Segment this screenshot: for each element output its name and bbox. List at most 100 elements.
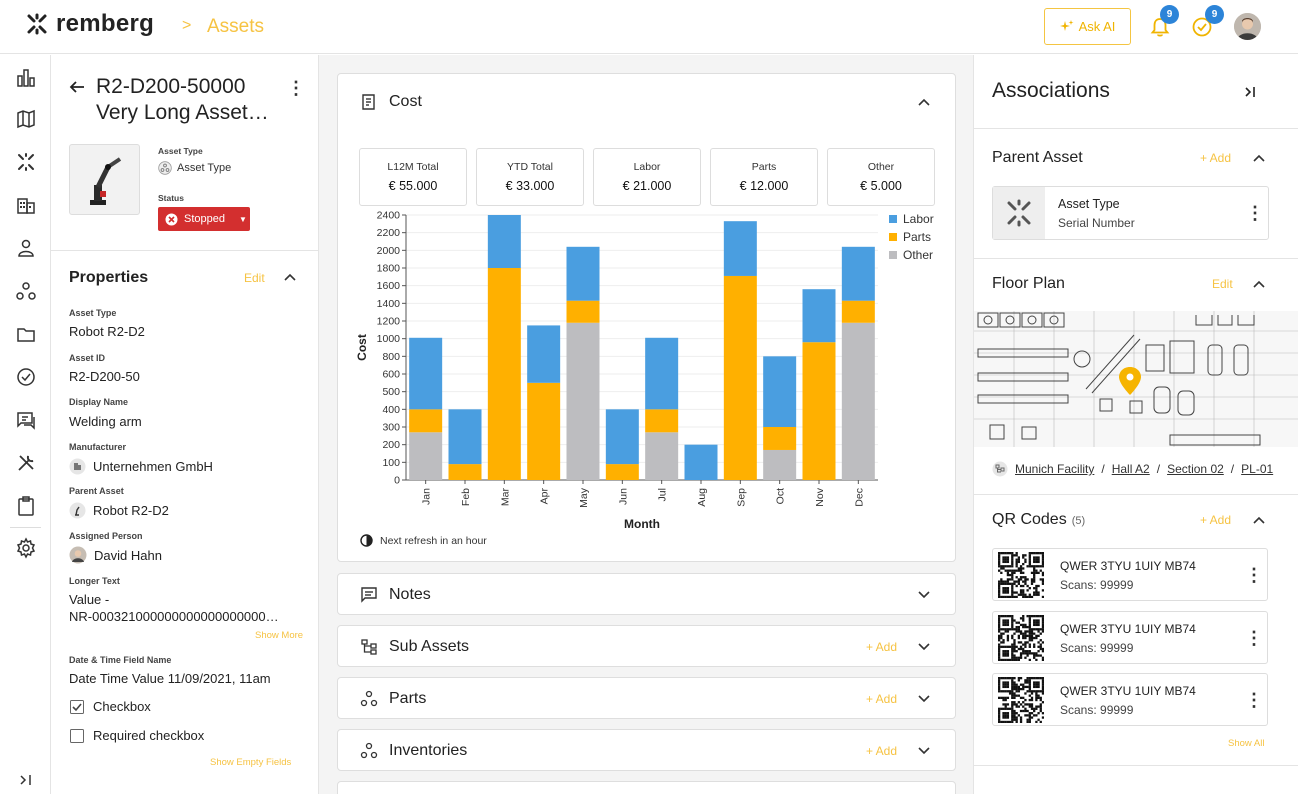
map-icon[interactable] bbox=[15, 108, 37, 130]
qr-scans: Scans: 99999 bbox=[1060, 703, 1134, 717]
collapse-chevron-up-icon[interactable] bbox=[917, 97, 931, 107]
back-arrow-icon[interactable] bbox=[68, 78, 86, 96]
user-avatar[interactable] bbox=[1234, 13, 1261, 40]
notes-section[interactable]: Notes bbox=[337, 573, 956, 615]
bar-parts bbox=[487, 268, 521, 480]
sub-assets-section[interactable]: Sub Assets + Add bbox=[337, 625, 956, 667]
y-tick-label: 300 bbox=[382, 422, 400, 434]
assets-icon[interactable] bbox=[15, 151, 37, 173]
assigned-person-link[interactable]: David Hahn bbox=[69, 546, 162, 564]
path-location-link[interactable]: PL-01 bbox=[1241, 462, 1274, 476]
tasks-check-icon[interactable] bbox=[1189, 14, 1215, 40]
organizations-building-icon[interactable] bbox=[15, 194, 37, 216]
remberg-logo-icon[interactable] bbox=[26, 13, 48, 35]
manufacturer-link[interactable]: Unternehmen GmbH bbox=[69, 458, 213, 475]
add-part-link[interactable]: + Add bbox=[866, 692, 898, 706]
expand-chevron-down-icon[interactable] bbox=[917, 642, 931, 652]
bar-labor bbox=[409, 337, 443, 410]
required-checkbox-row[interactable]: Required checkbox bbox=[70, 728, 204, 743]
sparkle-icon bbox=[1059, 19, 1074, 31]
collapse-chevron-up-icon[interactable] bbox=[1252, 153, 1266, 163]
collapse-chevron-up-icon[interactable] bbox=[283, 272, 297, 282]
parent-asset-more-icon[interactable]: ⋮ bbox=[1246, 203, 1264, 223]
x-tick-label: Nov bbox=[814, 487, 826, 506]
field-value: Robot R2-D2 bbox=[93, 503, 169, 518]
asset-more-menu-icon[interactable]: ⋮ bbox=[287, 78, 305, 98]
settings-gear-icon[interactable] bbox=[15, 537, 37, 559]
checkbox-label: Required checkbox bbox=[93, 728, 205, 743]
parts-section[interactable]: Parts + Add bbox=[337, 677, 956, 719]
qr-show-all-link[interactable]: Show All bbox=[1228, 738, 1265, 749]
tasks-icon[interactable] bbox=[15, 366, 37, 388]
show-more-link[interactable]: Show More bbox=[255, 630, 304, 641]
work-orders-clipboard-icon[interactable] bbox=[15, 495, 37, 517]
breadcrumb-assets[interactable]: Assets bbox=[207, 16, 265, 37]
collapse-chevron-up-icon[interactable] bbox=[1252, 515, 1266, 525]
qr-code-card[interactable]: QWER 3TYU 1UIY MB74 Scans: 99999 ⋮ bbox=[992, 611, 1268, 664]
next-section-card[interactable] bbox=[337, 781, 956, 794]
path-hall-link[interactable]: Hall A2 bbox=[1111, 462, 1150, 476]
tickets-chat-icon[interactable] bbox=[15, 409, 37, 431]
bar-parts bbox=[605, 464, 639, 480]
checkbox-row[interactable]: Checkbox bbox=[70, 699, 151, 714]
parts-icon[interactable] bbox=[15, 280, 37, 302]
parent-asset-link[interactable]: Robot R2-D2 bbox=[69, 502, 169, 519]
field-value: R2-D200-50 bbox=[69, 369, 140, 384]
robot-icon bbox=[69, 502, 86, 519]
qr-codes-add-link[interactable]: + Add bbox=[1200, 513, 1232, 527]
field-value: Unternehmen GmbH bbox=[93, 459, 213, 474]
add-inventory-link[interactable]: + Add bbox=[866, 744, 898, 758]
properties-edit-link[interactable]: Edit bbox=[244, 271, 265, 285]
asset-type-label: Asset Type bbox=[158, 146, 203, 156]
field-value: Welding arm bbox=[69, 414, 142, 429]
ask-ai-button[interactable]: Ask AI bbox=[1044, 8, 1131, 45]
bar-other bbox=[566, 322, 600, 480]
maintenance-tools-icon[interactable] bbox=[15, 452, 37, 474]
checkbox-checked-icon[interactable] bbox=[70, 699, 84, 714]
y-tick-label: 800 bbox=[382, 351, 400, 363]
qr-more-icon[interactable]: ⋮ bbox=[1245, 565, 1263, 585]
expand-chevron-down-icon[interactable] bbox=[917, 694, 931, 704]
refresh-text: Next refresh in an hour bbox=[380, 535, 487, 547]
dashboard-chart-icon[interactable] bbox=[15, 67, 37, 89]
collapse-panel-icon[interactable] bbox=[1242, 84, 1258, 100]
logo-text[interactable]: remberg bbox=[56, 10, 155, 37]
qr-more-icon[interactable]: ⋮ bbox=[1245, 628, 1263, 648]
qr-code-card[interactable]: QWER 3TYU 1UIY MB74 Scans: 99999 ⋮ bbox=[992, 548, 1268, 601]
expand-chevron-down-icon[interactable] bbox=[917, 590, 931, 600]
parts-icon bbox=[360, 690, 378, 707]
kpi-label: L12M Total bbox=[387, 161, 439, 173]
files-folder-icon[interactable] bbox=[15, 323, 37, 345]
path-facility-link[interactable]: Munich Facility bbox=[1015, 462, 1095, 476]
checkbox-unchecked-icon[interactable] bbox=[70, 728, 84, 743]
floor-plan-edit-link[interactable]: Edit bbox=[1212, 277, 1233, 291]
add-sub-asset-link[interactable]: + Add bbox=[866, 640, 898, 654]
bar-labor bbox=[645, 337, 679, 410]
cost-chart: 0 100 200 300 400 500 600 800 1000 1200 1400 1600 18… bbox=[355, 210, 934, 532]
expand-chevron-down-icon[interactable] bbox=[917, 746, 931, 756]
show-empty-fields-link[interactable]: Show Empty Fields bbox=[210, 757, 292, 768]
field-value: Robot R2-D2 bbox=[69, 324, 145, 339]
expand-sidebar-icon[interactable] bbox=[15, 769, 37, 791]
asset-type-chip[interactable]: Asset Type bbox=[158, 161, 231, 175]
divider bbox=[974, 128, 1298, 129]
path-section-link[interactable]: Section 02 bbox=[1167, 462, 1224, 476]
qr-code-card[interactable]: QWER 3TYU 1UIY MB74 Scans: 99999 ⋮ bbox=[992, 673, 1268, 726]
cost-title: Cost bbox=[389, 93, 422, 110]
qr-code-image bbox=[998, 677, 1044, 723]
divider bbox=[974, 494, 1298, 495]
legend-swatch bbox=[889, 215, 897, 223]
floor-plan-map[interactable] bbox=[974, 311, 1298, 447]
side-navigation bbox=[0, 55, 51, 794]
bar-parts bbox=[409, 409, 443, 433]
contacts-person-icon[interactable] bbox=[15, 237, 37, 259]
status-dropdown[interactable]: Stopped ▼ bbox=[158, 207, 250, 231]
bar-other bbox=[645, 432, 679, 480]
collapse-chevron-up-icon[interactable] bbox=[1252, 279, 1266, 289]
kpi-label: YTD Total bbox=[507, 161, 553, 173]
section-title: Inventories bbox=[389, 742, 468, 759]
parent-asset-add-link[interactable]: + Add bbox=[1200, 151, 1232, 165]
qr-more-icon[interactable]: ⋮ bbox=[1245, 690, 1263, 710]
inventories-section[interactable]: Inventories + Add bbox=[337, 729, 956, 771]
parent-asset-card[interactable]: Asset Type Serial Number ⋮ bbox=[992, 186, 1269, 240]
